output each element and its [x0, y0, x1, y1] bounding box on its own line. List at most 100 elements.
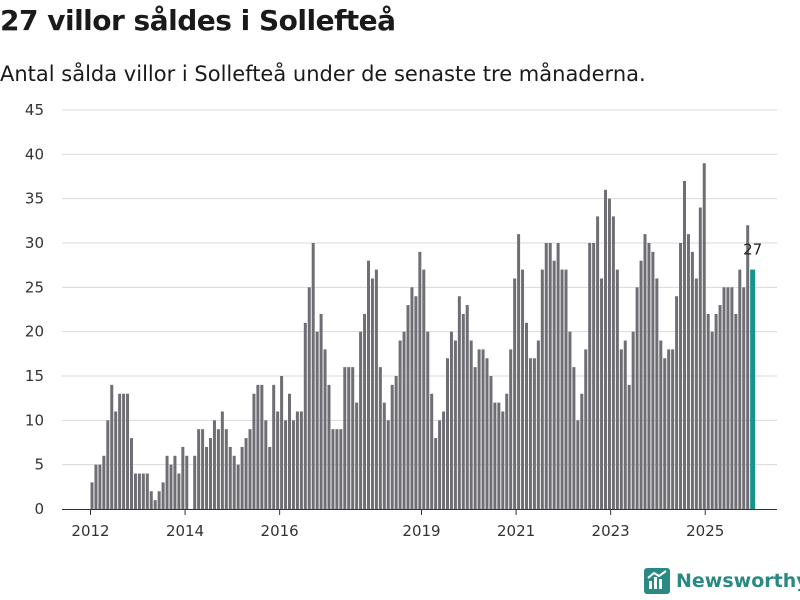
bar [730, 287, 734, 509]
bar [659, 340, 663, 509]
bar [288, 393, 291, 509]
bar [714, 313, 718, 509]
x-tick-label: 2023 [592, 522, 630, 540]
chart-title: 27 villor såldes i Sollefteå [0, 4, 396, 37]
bar [331, 429, 335, 509]
bar [477, 349, 481, 509]
bar [394, 376, 398, 509]
bar [556, 243, 560, 509]
y-tick-label: 45 [25, 101, 44, 119]
bar [742, 287, 746, 509]
bar [382, 402, 386, 509]
bar [481, 349, 485, 509]
bar [600, 278, 604, 509]
bar [122, 393, 126, 509]
bar [201, 429, 205, 509]
bar [532, 358, 536, 509]
bar [521, 269, 525, 509]
bar [422, 269, 426, 509]
bar [130, 438, 133, 509]
bar [260, 384, 264, 509]
bar [710, 331, 714, 509]
bar [347, 367, 351, 509]
bar [572, 367, 576, 509]
bar [619, 349, 623, 509]
bar [137, 473, 141, 509]
bar [453, 340, 457, 509]
bar [540, 269, 544, 509]
bar [647, 243, 651, 509]
bar [576, 420, 580, 509]
bar [430, 393, 434, 509]
bar [442, 411, 446, 509]
bar [568, 331, 572, 509]
bar [193, 455, 197, 509]
bar [165, 455, 169, 509]
bar [307, 287, 311, 509]
bar [232, 455, 236, 509]
x-axis: 2012 2014 2016 2019 2021 2023 2025 [62, 509, 777, 540]
bar [505, 393, 509, 509]
bar [94, 464, 98, 509]
bar [209, 438, 212, 509]
bar [106, 420, 110, 509]
bar [726, 287, 730, 509]
bar [351, 367, 355, 509]
bar [627, 384, 631, 509]
newsworthy-logo-text: Newsworthy [676, 570, 800, 592]
bar [228, 446, 232, 509]
bar [489, 376, 493, 509]
bar [284, 420, 288, 509]
bar [718, 305, 722, 509]
bar [240, 446, 244, 509]
bar [655, 278, 659, 509]
bar [671, 349, 675, 509]
bar [363, 313, 367, 509]
bar [90, 482, 94, 509]
bar [327, 384, 331, 509]
newsworthy-logo-icon [644, 568, 670, 594]
bar [414, 296, 418, 509]
bar [686, 234, 690, 509]
bar [145, 473, 149, 509]
bar [469, 340, 473, 509]
bar [683, 180, 686, 509]
bar [564, 269, 568, 509]
bar [675, 296, 679, 509]
bar [197, 429, 201, 509]
y-tick-label: 0 [34, 500, 44, 518]
bar [244, 438, 248, 509]
bar [548, 243, 552, 509]
bar [611, 216, 615, 509]
bar [615, 269, 619, 509]
bar [536, 340, 540, 509]
bar [438, 420, 442, 509]
bar [746, 225, 750, 509]
bar [592, 243, 596, 509]
x-tick-label: 2014 [166, 522, 204, 540]
bar [525, 322, 528, 509]
bar [149, 491, 153, 509]
bar [635, 287, 639, 509]
data-labels: 27 [743, 241, 762, 259]
bar [141, 473, 145, 509]
bar [426, 331, 430, 509]
bar [584, 349, 588, 509]
bar [102, 455, 106, 509]
bar [509, 349, 513, 509]
bar [378, 367, 382, 509]
bar [291, 420, 295, 509]
bar [402, 331, 406, 509]
bar [185, 455, 189, 509]
bar [667, 349, 671, 509]
bar [604, 189, 607, 510]
bar [643, 234, 647, 509]
bar [631, 331, 635, 509]
bar [359, 331, 363, 509]
bar [698, 207, 702, 510]
bar [596, 216, 600, 509]
newsworthy-logo[interactable]: Newsworthy [644, 568, 800, 594]
last-value-label: 27 [743, 241, 762, 259]
y-axis-ticks: 0 5 10 15 20 25 30 35 40 45 [25, 101, 44, 518]
bar [639, 260, 643, 509]
